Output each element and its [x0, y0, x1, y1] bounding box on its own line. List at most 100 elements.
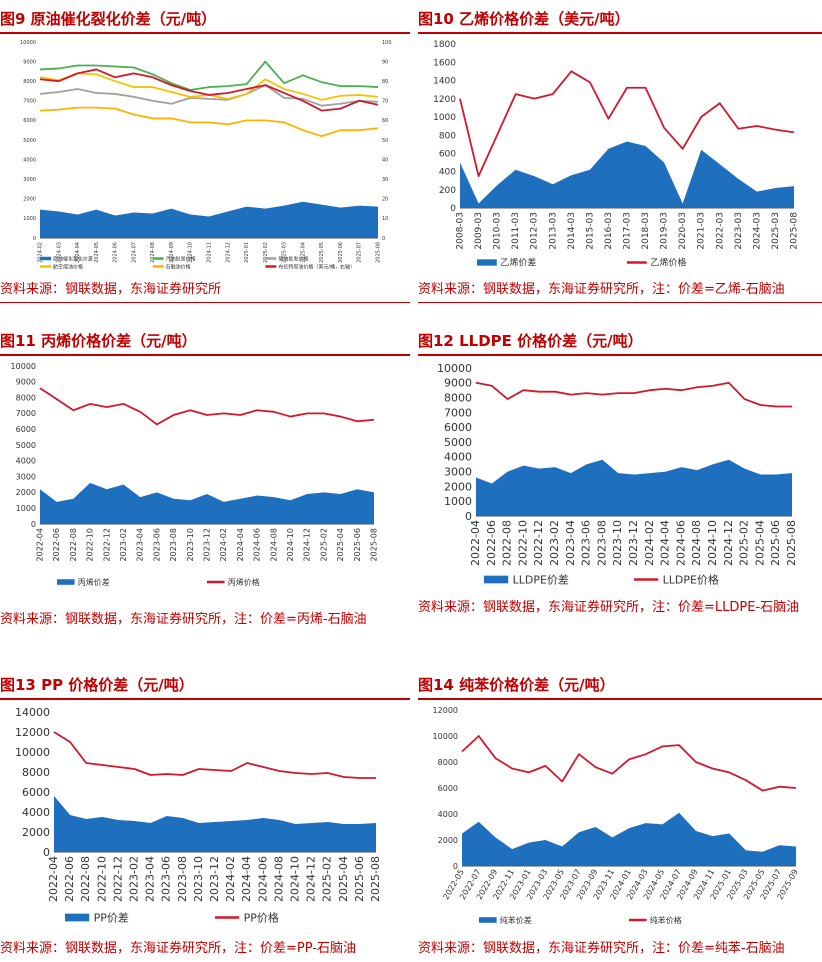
y-tick-label: 10000 — [11, 362, 36, 371]
legend-swatch — [65, 913, 90, 922]
title-underline — [418, 698, 822, 700]
legend-item: 航空煤油价格 — [40, 263, 83, 270]
x-tick-label: 2022-08 — [79, 856, 92, 902]
y-tick-label: 10000 — [437, 362, 472, 375]
x-tick-label: 2022-06 — [485, 520, 498, 566]
x-tick-label: 2024-04 — [75, 242, 81, 263]
source-note: 资料来源：钢联数据，东海证券研究所，注：价差=LLDPE-石脑油 — [418, 600, 800, 615]
chart-area: 0 2000 4000 6000 8000 10000 12000 14000 2022-04 2… — [0, 702, 410, 932]
x-tick-label: 2024-08 — [269, 528, 278, 561]
x-tick-label: 2023-04 — [136, 528, 145, 561]
y-tick-label: 8000 — [22, 766, 50, 779]
legend-item: 柴油批发价格 — [265, 255, 308, 262]
x-tick-label: 2024-06 — [674, 520, 687, 566]
chart-area: 0 1000 2000 3000 4000 5000 6000 7000 8000 9000 100… — [0, 358, 410, 594]
title-underline — [418, 32, 822, 34]
x-tick-label: 2010-03 — [493, 212, 503, 250]
x-tick-label: 2023-12 — [208, 856, 221, 902]
y-tick-label: 1000 — [16, 504, 36, 513]
x-tick-label: 2024-10 — [188, 242, 194, 263]
y-tick-label: 1000 — [444, 495, 472, 508]
x-tick-label: 2024-02 — [38, 242, 44, 263]
x-tick-label: 2008-03 — [456, 212, 466, 250]
y-tick-label: 0 — [450, 204, 456, 214]
panel-ethylene-spread: 图10 乙烯价格价差（美元/吨） 0 200 400 600 800 1000 1200 14… — [418, 8, 822, 308]
y-tick-label: 9000 — [16, 378, 36, 387]
line-series — [475, 381, 792, 408]
x-tick-label: 2025-06 — [338, 242, 344, 263]
x-tick-label: 2013-03 — [548, 212, 558, 250]
y-tick-label: 0 — [453, 862, 458, 871]
legend-swatch — [484, 575, 509, 584]
y-tick-label: 10000 — [20, 40, 36, 46]
source-note: 资料来源：钢联数据，东海证券研究所 — [0, 282, 222, 297]
legend-swatch — [479, 917, 497, 923]
x-tick-label: 2015-03 — [585, 212, 595, 250]
x-tick-label: 2024-08 — [272, 856, 285, 902]
x-tick-label: 2024-02 — [643, 520, 656, 566]
x-tick-label: 2025-04 — [337, 856, 350, 902]
legend-swatch — [40, 256, 51, 261]
x-tick-label: 2025-04 — [753, 520, 766, 566]
x-tick-label: 2022-04 — [36, 528, 45, 561]
y-tick-label: 600 — [439, 149, 456, 159]
y2-tick-label: 90 — [382, 59, 388, 65]
x-tick-label: 2009-03 — [474, 212, 484, 250]
legend-item: 石脑油价格 — [152, 263, 191, 270]
x-tick-label: 2024-10 — [289, 856, 302, 902]
legend-label: 乙烯价格 — [650, 257, 686, 269]
x-tick-label: 2024-04 — [659, 520, 672, 566]
x-tick-label: 2022-08 — [501, 520, 514, 566]
legend-label: LLDPE价格 — [663, 572, 719, 586]
chart-area: 0 1000 2000 3000 4000 5000 6000 7000 8000 9000 100… — [8, 36, 408, 274]
x-tick-label: 2022-12 — [111, 856, 124, 902]
y-tick-label: 7000 — [444, 406, 472, 419]
x-tick-label: 2024-09 — [169, 242, 175, 263]
x-tick-label: 2023-06 — [580, 520, 593, 566]
y-tick-label: 2000 — [23, 197, 36, 203]
x-tick-label: 2024-08 — [690, 520, 703, 566]
y-tick-label: 4000 — [438, 810, 458, 819]
y2-tick-label: 40 — [382, 157, 388, 163]
chart-svg: 0 200 400 600 800 1000 1200 1400 1600 1800 2008-03… — [433, 40, 799, 269]
x-tick-label: 2025-04 — [336, 528, 345, 561]
legend-label: 纯苯价格 — [650, 915, 682, 925]
legend-item: LLDPE价格 — [634, 572, 719, 586]
chart-title: 图10 乙烯价格价差（美元/吨） — [418, 10, 630, 28]
line-series — [39, 84, 379, 107]
x-tick-label: 2016-03 — [604, 212, 614, 250]
panel-lldpe-spread: 图12 LLDPE 价格价差（元/吨） 0 1000 2000 3000 4000 500… — [418, 330, 822, 640]
chart-area: 0 200 400 600 800 1000 1200 1400 1600 1800 2008-03… — [418, 36, 822, 274]
y-tick-label: 2000 — [444, 480, 472, 493]
legend-item: 汽油批发价格 — [152, 255, 196, 262]
y-tick-label: 0 — [33, 236, 36, 242]
x-tick-label: 2025-02 — [319, 528, 328, 561]
y-tick-label: 10000 — [433, 732, 458, 741]
x-tick-label: 2024-05 — [94, 242, 100, 263]
x-tick-label: 2024-12 — [305, 856, 318, 902]
y-tick-label: 5000 — [444, 436, 472, 449]
chart-title: 图14 纯苯价格价差（元/吨） — [418, 676, 615, 694]
y-tick-label: 14000 — [15, 706, 50, 719]
y-tick-label: 0 — [43, 846, 50, 859]
legend-label: 布伦特原油价格（美元/桶，右轴） — [278, 263, 355, 270]
line-series — [39, 60, 379, 91]
x-tick-label: 2023-06 — [160, 856, 173, 902]
x-tick-label: 2023-08 — [176, 856, 189, 902]
x-tick-label: 2025-02 — [738, 520, 751, 566]
y-tick-label: 1000 — [433, 113, 456, 123]
y-tick-label: 0 — [465, 510, 472, 523]
x-tick-label: 2022-10 — [516, 520, 529, 566]
legend-item: 乙烯价差 — [477, 257, 536, 269]
x-tick-label: 2024-11 — [207, 242, 213, 263]
y-tick-label: 6000 — [23, 118, 36, 124]
title-underline — [418, 354, 822, 356]
legend-item: 乙烯价格 — [627, 257, 686, 269]
legend-label: 乙烯价差 — [500, 257, 536, 269]
y2-tick-label: 0 — [382, 236, 385, 242]
x-tick-label: 2021-03 — [697, 212, 707, 250]
y-tick-label: 9000 — [23, 59, 36, 65]
x-tick-label: 2024-02 — [224, 856, 237, 902]
y2-tick-label: 70 — [382, 99, 388, 105]
source-note: 资料来源：钢联数据，东海证券研究所，注：价差=乙烯-石脑油 — [418, 282, 785, 297]
